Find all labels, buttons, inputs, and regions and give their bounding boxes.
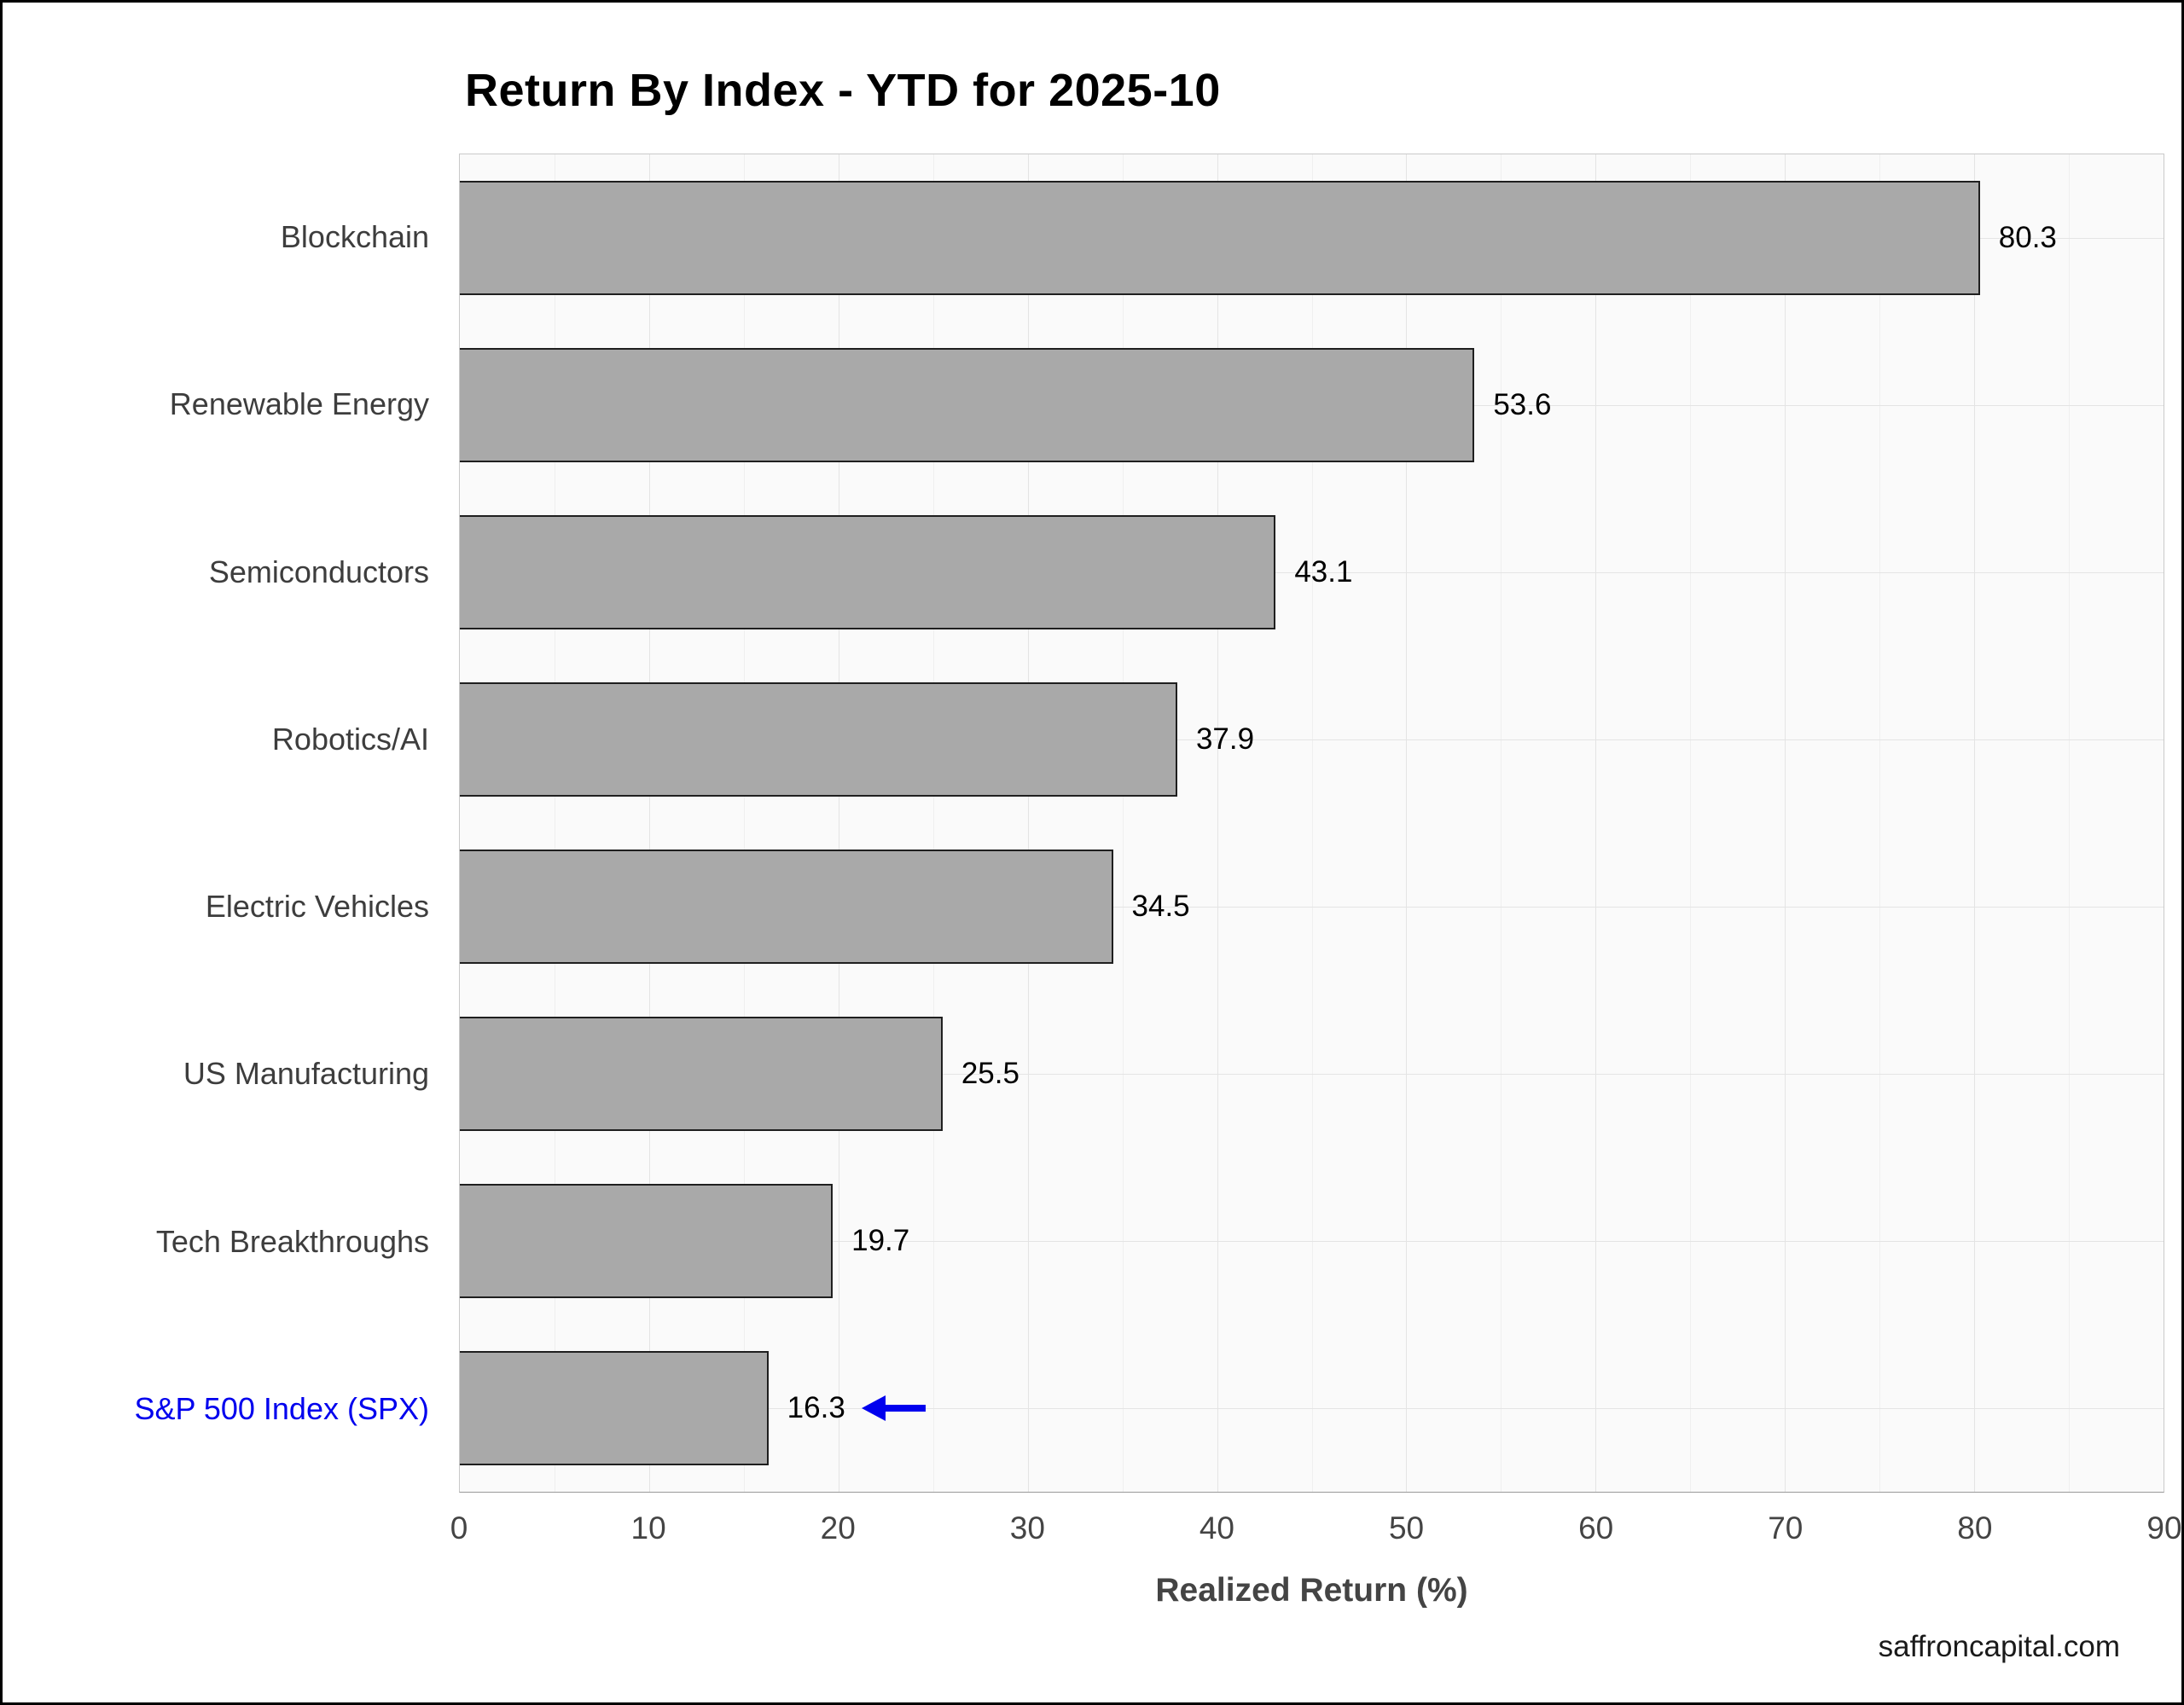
gridline-vertical xyxy=(932,154,934,1492)
x-axis-title: Realized Return (%) xyxy=(1155,1572,1468,1609)
gridline-horizontal xyxy=(460,1074,2164,1075)
gridline-vertical xyxy=(1406,154,1408,1492)
bar-row: 80.3 xyxy=(460,154,2164,322)
gridline-horizontal xyxy=(460,1408,2164,1409)
y-axis-label: Semiconductors xyxy=(208,554,429,589)
gridline-vertical xyxy=(1311,154,1313,1492)
gridline-vertical xyxy=(2069,154,2071,1492)
bar-row: 37.9 xyxy=(460,656,2164,823)
category-axis: Blockchain Renewable Energy Semiconductors… xyxy=(3,154,444,1493)
x-axis-tick: 80 xyxy=(1957,1511,1993,1546)
x-axis-tick: 10 xyxy=(630,1511,666,1546)
bar-row: 19.7 xyxy=(460,1157,2164,1325)
bar-value-label: 80.3 xyxy=(1998,221,2057,254)
x-axis-tick: 90 xyxy=(2146,1511,2182,1546)
bar-row: 43.1 xyxy=(460,489,2164,656)
gridline-vertical xyxy=(1122,154,1124,1492)
bar-value-label: 16.3 xyxy=(787,1390,929,1426)
bar-row: 34.5 xyxy=(460,823,2164,990)
bar-value-label: 25.5 xyxy=(961,1057,1019,1090)
left-arrow-icon xyxy=(861,1395,926,1421)
bar xyxy=(460,181,1980,295)
gridline-vertical xyxy=(1879,154,1881,1492)
bar-value-label: 37.9 xyxy=(1195,722,1255,756)
x-axis-tick: 20 xyxy=(820,1511,856,1546)
x-axis-tick: 70 xyxy=(1768,1511,1804,1546)
gridline-vertical xyxy=(1785,154,1786,1492)
chart-title: Return By Index - YTD for 2025-10 xyxy=(465,65,1221,116)
bar-value-label: 43.1 xyxy=(1294,555,1353,589)
x-axis-ticks: 0 10 20 30 40 50 60 70 80 90 xyxy=(450,1511,2181,1553)
bar-row: 25.5 xyxy=(460,990,2164,1157)
bar xyxy=(460,682,1177,797)
x-axis-tick: 40 xyxy=(1199,1511,1235,1546)
x-axis-tick: 30 xyxy=(1009,1511,1045,1546)
gridline-horizontal xyxy=(460,572,2164,573)
gridline-vertical xyxy=(648,154,650,1492)
watermark: saffroncapital.com xyxy=(1878,1630,2120,1663)
gridline-horizontal xyxy=(460,1241,2164,1242)
y-axis-label-highlighted: S&P 500 Index (SPX) xyxy=(134,1390,429,1426)
bar-row: 16.3 xyxy=(460,1325,2164,1492)
gridline-horizontal xyxy=(460,739,2164,740)
y-axis-label: US Manufacturing xyxy=(183,1056,429,1092)
bar-value-label: 19.7 xyxy=(851,1224,910,1257)
gridline-horizontal xyxy=(460,907,2164,908)
bar xyxy=(460,1351,769,1465)
bar-value-label: 53.6 xyxy=(1493,388,1552,421)
y-axis-label: Electric Vehicles xyxy=(205,889,429,925)
y-axis-label: Tech Breakthroughs xyxy=(155,1223,429,1259)
gridline-vertical xyxy=(1595,154,1597,1492)
bar-row: 53.6 xyxy=(460,322,2164,489)
gridline-vertical xyxy=(1974,154,1976,1492)
plot-area: 80.3 53.6 43.1 37.9 34.5 25.5 19.7 16.3 xyxy=(459,154,2164,1493)
bar xyxy=(460,850,1113,964)
y-axis-label: Blockchain xyxy=(280,219,429,255)
y-axis-label: Robotics/AI xyxy=(271,721,429,757)
gridline-vertical xyxy=(743,154,745,1492)
x-axis-tick: 0 xyxy=(450,1511,468,1546)
bar xyxy=(460,1017,943,1131)
x-axis-tick: 50 xyxy=(1388,1511,1425,1546)
bar xyxy=(460,348,1475,462)
gridline-vertical xyxy=(1217,154,1218,1492)
gridline-vertical xyxy=(1501,154,1502,1492)
bar xyxy=(460,1184,834,1298)
gridline-vertical xyxy=(1027,154,1029,1492)
x-axis-tick: 60 xyxy=(1578,1511,1614,1546)
y-axis-label: Renewable Energy xyxy=(169,386,429,422)
bar xyxy=(460,515,1276,629)
bar-rows: 80.3 53.6 43.1 37.9 34.5 25.5 19.7 16.3 xyxy=(460,154,2164,1492)
gridline-vertical xyxy=(1690,154,1692,1492)
bar-value-label: 34.5 xyxy=(1131,890,1190,923)
